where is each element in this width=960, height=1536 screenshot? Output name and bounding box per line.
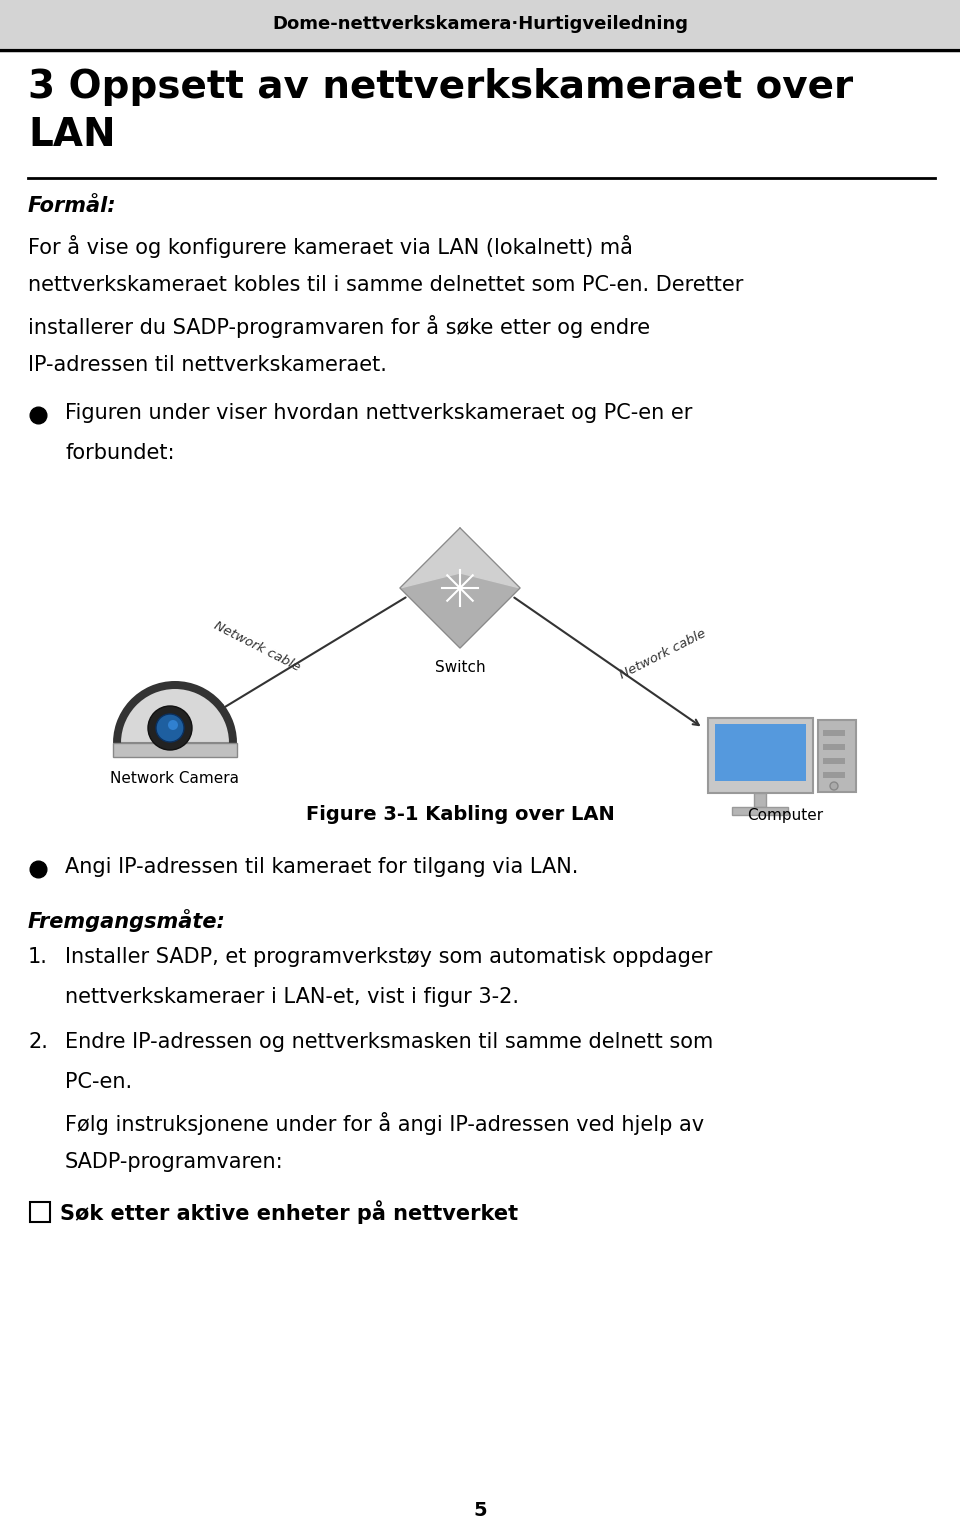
Text: PC-en.: PC-en. — [65, 1072, 132, 1092]
Polygon shape — [400, 528, 520, 588]
Bar — [732, 806, 788, 816]
Text: Dome-nettverkskamera·Hurtigveiledning: Dome-nettverkskamera·Hurtigveiledning — [272, 15, 688, 32]
Text: Network cable: Network cable — [617, 627, 708, 682]
Text: Installer SADP, et programverkstøy som automatisk oppdager: Installer SADP, et programverkstøy som a… — [65, 948, 712, 968]
Wedge shape — [113, 680, 237, 748]
Text: Følg instruksjonene under for å angi IP-adressen ved hjelp av: Følg instruksjonene under for å angi IP-… — [65, 1112, 704, 1135]
Bar — [823, 773, 845, 779]
Circle shape — [156, 714, 184, 742]
Circle shape — [168, 720, 178, 730]
Text: 1.: 1. — [28, 948, 48, 968]
Text: nettverkskameraet kobles til i samme delnettet som PC-en. Deretter: nettverkskameraet kobles til i samme del… — [28, 275, 743, 295]
Text: Fremgangsmåte:: Fremgangsmåte: — [28, 909, 226, 932]
Text: Figure 3-1 Kabling over LAN: Figure 3-1 Kabling over LAN — [305, 805, 614, 823]
Text: Søk etter aktive enheter på nettverket: Søk etter aktive enheter på nettverket — [60, 1200, 518, 1224]
Bar — [708, 717, 813, 793]
Bar — [823, 757, 845, 763]
Text: Computer: Computer — [747, 808, 823, 823]
Text: 5: 5 — [473, 1501, 487, 1519]
Text: SADP-programvaren:: SADP-programvaren: — [65, 1152, 283, 1172]
Polygon shape — [400, 528, 520, 648]
Wedge shape — [115, 684, 235, 743]
Bar — [715, 723, 806, 780]
Text: Angi IP-adressen til kameraet for tilgang via LAN.: Angi IP-adressen til kameraet for tilgan… — [65, 857, 578, 877]
Bar — [823, 743, 845, 750]
Text: forbundet:: forbundet: — [65, 442, 175, 462]
Text: installerer du SADP-programvaren for å søke etter og endre: installerer du SADP-programvaren for å s… — [28, 315, 650, 338]
Circle shape — [148, 707, 192, 750]
Bar — [754, 793, 766, 806]
Bar — [818, 720, 856, 793]
Text: Network cable: Network cable — [211, 619, 301, 674]
Text: Switch: Switch — [435, 660, 486, 674]
Text: Figuren under viser hvordan nettverkskameraet og PC-en er: Figuren under viser hvordan nettverkskam… — [65, 402, 692, 422]
Bar — [113, 743, 237, 757]
Text: Formål:: Formål: — [28, 197, 116, 217]
Text: Endre IP-adressen og nettverksmasken til samme delnett som: Endre IP-adressen og nettverksmasken til… — [65, 1032, 713, 1052]
Text: 2.: 2. — [28, 1032, 48, 1052]
Text: Network Camera: Network Camera — [110, 771, 239, 786]
Text: nettverkskameraer i LAN-et, vist i figur 3-2.: nettverkskameraer i LAN-et, vist i figur… — [65, 988, 519, 1008]
Text: LAN: LAN — [28, 117, 115, 154]
Circle shape — [830, 782, 838, 790]
Bar — [30, 1203, 50, 1223]
Text: For å vise og konfigurere kameraet via LAN (lokalnett) må: For å vise og konfigurere kameraet via L… — [28, 235, 633, 258]
Text: 3 Oppsett av nettverkskameraet over: 3 Oppsett av nettverkskameraet over — [28, 68, 853, 106]
Text: IP-adressen til nettverkskameraet.: IP-adressen til nettverkskameraet. — [28, 355, 387, 375]
Bar — [823, 730, 845, 736]
Bar — [0, 0, 960, 48]
